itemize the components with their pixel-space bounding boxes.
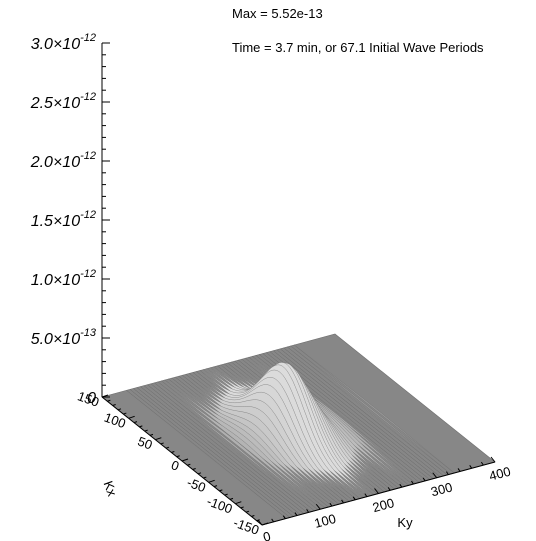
ky-minor-tick <box>457 468 461 472</box>
surface-strip <box>283 347 444 477</box>
ky-tick-label: 200 <box>371 495 396 515</box>
kx-minor-tick <box>251 514 255 517</box>
ky-minor-tick <box>422 477 426 482</box>
surface-strip <box>154 382 315 511</box>
kx-minor-tick <box>176 455 180 458</box>
surface-strip <box>129 389 291 518</box>
kx-minor-tick <box>203 476 207 479</box>
ky-tick <box>432 472 438 479</box>
ky-minor-tick <box>480 461 484 466</box>
ky-minor-tick <box>411 480 414 485</box>
surface-strip <box>276 349 438 479</box>
kx-minor-tick <box>107 399 111 402</box>
kx-tick <box>181 458 189 462</box>
z-tick-label: 3.0×10-12 <box>31 32 96 53</box>
z-tick-label: 1.5×10-12 <box>31 209 96 230</box>
ky-tick-label: 100 <box>313 511 338 531</box>
ky-minor-tick <box>399 483 403 488</box>
ky-axis-ticks: 0 100 200 300 400 <box>257 456 512 541</box>
kx-minor-tick <box>112 404 116 407</box>
kx-tick-label: -50 <box>185 475 208 496</box>
kx-tick-label: 100 <box>102 410 128 432</box>
kx-tick <box>235 501 242 505</box>
kx-minor-tick <box>219 489 223 492</box>
ky-minor-tick <box>469 465 473 469</box>
kx-tick <box>155 437 162 441</box>
kx-minor-tick <box>171 450 175 453</box>
kx-tick <box>101 394 109 398</box>
surface-strip <box>150 383 312 512</box>
kx-minor-tick <box>133 421 138 424</box>
surface-strip <box>273 350 434 479</box>
kx-minor-tick <box>192 468 196 471</box>
surface-strip <box>126 389 287 519</box>
surface-strip <box>140 386 301 515</box>
kx-minor-tick <box>123 412 127 415</box>
max-annotation: Max = 5.52e-13 <box>232 6 323 21</box>
kx-minor-tick <box>144 429 148 432</box>
surface-strip <box>133 388 294 517</box>
ky-minor-tick <box>294 512 298 516</box>
kx-tick <box>261 522 269 526</box>
ky-minor-tick <box>387 487 391 491</box>
surface-strip <box>290 345 451 475</box>
ky-minor-tick <box>271 518 275 523</box>
ky-axis-label: Ky <box>397 515 413 530</box>
surface-strip <box>293 344 455 474</box>
ky-minor-tick <box>282 515 286 519</box>
ky-tick-label: 400 <box>487 464 512 484</box>
kx-minor-tick <box>240 506 244 509</box>
ky-minor-tick <box>352 496 356 501</box>
kx-minor-tick <box>213 485 218 488</box>
kx-minor-tick <box>160 442 164 445</box>
z-axis-ticks: 0 5.0×10-13 1.0×10-12 1.5×10-12 2.0×10-12 2.5… <box>30 32 110 407</box>
ky-minor-tick <box>341 499 344 504</box>
kx-minor-tick <box>229 497 234 500</box>
ky-tick <box>490 456 496 463</box>
ky-minor-tick <box>364 493 368 497</box>
surface-strip <box>286 346 448 476</box>
kx-minor-tick <box>245 510 250 513</box>
surface-strip <box>161 380 322 510</box>
z-tick-label: 1.0×10-12 <box>31 268 96 289</box>
kx-tick-label: 50 <box>136 433 155 452</box>
ky-tick <box>315 503 321 510</box>
z-tick-label: 2.5×10-12 <box>30 91 96 112</box>
z-tick-label: 2.0×10-12 <box>30 150 96 171</box>
kx-minor-tick <box>165 446 170 449</box>
surface-strip <box>147 384 308 513</box>
time-annotation: Time = 3.7 min, or 67.1 Initial Wave Per… <box>232 40 484 55</box>
kx-minor-tick <box>224 493 228 496</box>
surface-strip <box>143 385 305 514</box>
kx-minor-tick <box>117 408 122 411</box>
ky-minor-tick <box>306 509 310 513</box>
kx-minor-tick <box>149 433 154 436</box>
ky-tick <box>257 519 263 526</box>
kx-axis-label: Kx <box>101 479 120 499</box>
ky-tick-label: 300 <box>429 479 454 499</box>
ky-minor-tick <box>329 502 333 507</box>
kx-tick-label: 0 <box>169 457 181 474</box>
z-tick-label: 0 <box>87 390 96 407</box>
surface-mesh <box>101 333 496 526</box>
z-tick-label: 5.0×10-13 <box>31 327 97 348</box>
kx-minor-tick <box>187 463 191 466</box>
ky-tick <box>374 488 379 494</box>
ky-minor-tick <box>445 471 449 475</box>
surface-strip <box>280 348 441 477</box>
kx-tick <box>208 479 215 483</box>
ky-tick-label: 0 <box>261 528 272 541</box>
surface-strip <box>136 386 298 516</box>
kx-tick-label: 150 <box>76 388 102 410</box>
kx-tick <box>128 415 135 419</box>
surface-strip <box>157 381 319 511</box>
kx-minor-tick <box>139 425 143 428</box>
kx-minor-tick <box>197 472 202 475</box>
